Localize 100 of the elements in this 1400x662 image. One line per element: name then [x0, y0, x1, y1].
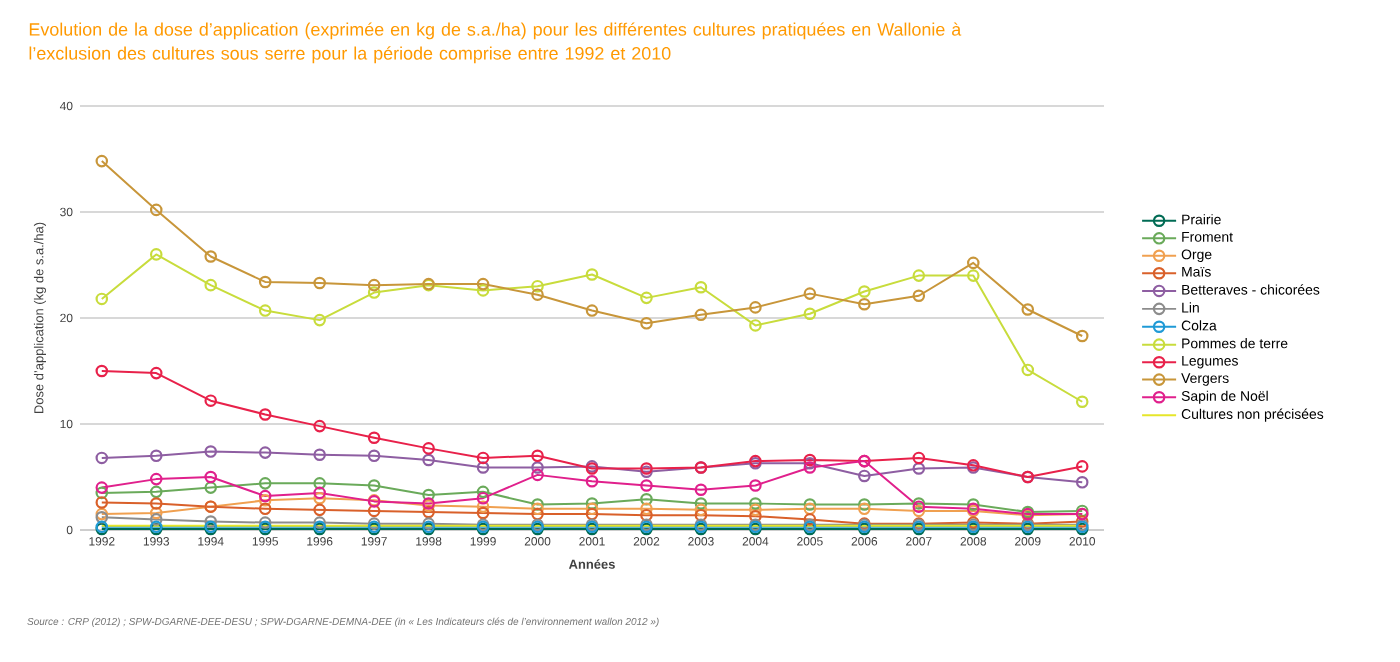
- chart-title: Evolution de la dose d’application (exprimée en kg de s.a./ha) pour les différentes cultures pratiquées en Wallonie à l’exclusion des cultures sous serre pour la période comprise entre 1992 et 2010: [29, 22, 962, 64]
- point: [967, 269, 980, 282]
- point: [967, 498, 980, 511]
- point: [204, 278, 218, 292]
- point: [422, 453, 435, 467]
- point: [149, 506, 163, 520]
- point: [531, 468, 544, 482]
- point: [258, 516, 272, 529]
- point: [204, 445, 218, 458]
- point: [585, 502, 599, 516]
- point: [149, 513, 163, 526]
- point: [367, 286, 381, 299]
- point: [585, 507, 599, 521]
- point: [313, 503, 326, 517]
- point: [367, 278, 381, 292]
- point: [313, 486, 326, 500]
- point: [694, 503, 708, 517]
- point: [367, 431, 381, 445]
- point: [367, 449, 381, 463]
- point: [694, 308, 708, 322]
- point: [313, 491, 326, 505]
- point: [640, 479, 653, 492]
- point: [149, 449, 163, 463]
- point: [476, 277, 490, 291]
- point: [476, 500, 490, 513]
- point: [258, 304, 272, 317]
- point: [149, 497, 163, 510]
- point: [367, 504, 381, 518]
- point: [531, 449, 544, 463]
- point: [313, 448, 326, 462]
- point: [149, 366, 163, 380]
- point: [204, 481, 218, 494]
- point: [204, 394, 218, 407]
- point: [422, 488, 435, 502]
- point: [258, 494, 272, 507]
- point: [749, 509, 762, 523]
- point: [258, 489, 272, 503]
- point: [476, 451, 490, 465]
- point: [694, 280, 708, 294]
- point: [912, 289, 926, 303]
- point: [476, 491, 490, 505]
- point: [912, 451, 926, 465]
- point: [258, 275, 272, 289]
- point: [204, 250, 218, 263]
- point: [640, 508, 653, 522]
- point: [585, 268, 599, 281]
- point: [858, 285, 871, 298]
- point: [258, 477, 272, 490]
- point: [585, 497, 599, 510]
- point: [149, 485, 163, 499]
- point: [476, 485, 490, 499]
- point: [149, 248, 163, 261]
- point: [313, 276, 326, 290]
- point: [858, 498, 871, 511]
- point: [749, 301, 762, 314]
- point: [531, 507, 544, 521]
- point: [313, 313, 326, 327]
- point: [803, 498, 817, 511]
- point: [803, 502, 817, 516]
- point: [258, 446, 272, 459]
- point: [967, 256, 980, 270]
- point: [531, 461, 544, 474]
- point: [258, 408, 272, 421]
- point: [640, 492, 653, 506]
- point: [531, 279, 544, 293]
- point: [476, 284, 490, 297]
- point: [585, 304, 599, 317]
- point: [694, 497, 708, 510]
- point: [858, 502, 871, 516]
- point: [749, 319, 762, 332]
- point: [912, 269, 926, 282]
- point: [422, 442, 435, 455]
- point: [749, 503, 762, 517]
- point: [640, 502, 653, 516]
- point: [476, 461, 490, 474]
- point: [912, 462, 926, 475]
- point: [749, 479, 762, 492]
- point: [313, 477, 326, 490]
- point: [640, 291, 653, 305]
- point: [694, 483, 708, 496]
- point: [858, 469, 871, 483]
- point: [640, 317, 653, 330]
- point: [367, 479, 381, 492]
- point: [313, 516, 326, 529]
- point: [1021, 363, 1035, 377]
- point: [531, 498, 544, 511]
- point: [858, 297, 871, 311]
- point: [149, 472, 163, 486]
- point: [803, 287, 817, 300]
- point: [803, 513, 817, 526]
- point: [204, 470, 218, 484]
- point: [694, 508, 708, 522]
- point: [803, 461, 817, 474]
- point: [531, 288, 544, 301]
- point: [803, 307, 817, 321]
- point: [531, 502, 544, 516]
- point: [149, 203, 163, 217]
- point: [912, 504, 926, 518]
- point: [1021, 303, 1035, 316]
- point: [204, 515, 218, 528]
